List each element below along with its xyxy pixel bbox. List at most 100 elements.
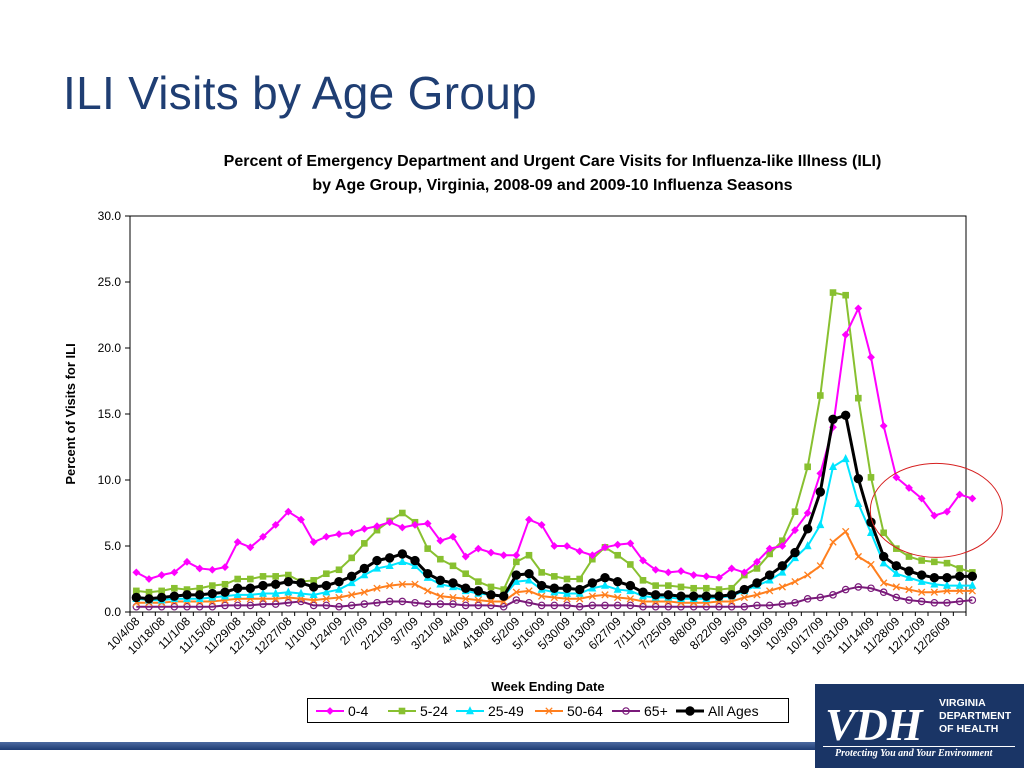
data-point-5-24 xyxy=(361,540,368,547)
y-tick-label: 30.0 xyxy=(98,209,122,223)
chart-legend: 0-4 5-24 25-49 50-64 65+ All Ages xyxy=(307,698,789,723)
slide-title: ILI Visits by Age Group xyxy=(63,67,537,119)
data-point-all-ages xyxy=(372,555,382,566)
data-point-50-64 xyxy=(462,595,470,603)
data-point-5-24 xyxy=(893,545,900,552)
highlight-ellipse xyxy=(869,462,1003,558)
data-point-0-4 xyxy=(955,490,964,499)
data-point-all-ages xyxy=(169,591,180,601)
data-point-25-49 xyxy=(512,576,521,585)
data-point-25-49 xyxy=(866,527,876,536)
data-point-25-49 xyxy=(879,558,888,567)
data-point-0-4 xyxy=(525,515,533,524)
data-point-0-4 xyxy=(487,548,495,557)
data-point-65 xyxy=(474,601,483,610)
data-point-65 xyxy=(183,602,191,611)
data-point-all-ages xyxy=(283,576,294,587)
legend-label: 0-4 xyxy=(348,703,368,719)
data-point-0-4 xyxy=(221,563,229,572)
data-point-0-4 xyxy=(322,532,331,541)
data-point-65 xyxy=(170,602,179,611)
data-point-0-4 xyxy=(145,575,153,583)
legend-swatch-marker xyxy=(398,707,406,715)
data-point-65 xyxy=(639,602,647,611)
data-point-all-ages xyxy=(701,591,712,601)
data-point-50-64 xyxy=(905,585,913,594)
data-point-all-ages xyxy=(346,571,357,582)
data-point-0-4 xyxy=(854,304,863,313)
data-point-5-24 xyxy=(513,558,520,566)
data-point-50-64 xyxy=(816,562,824,570)
data-point-25-49 xyxy=(968,580,977,589)
data-point-all-ages xyxy=(967,571,978,582)
data-point-0-4 xyxy=(246,543,255,552)
data-point-65 xyxy=(753,601,761,610)
data-point-0-4 xyxy=(411,520,419,529)
data-point-0-4 xyxy=(385,518,394,527)
data-point-65 xyxy=(968,596,977,604)
data-point-65 xyxy=(651,602,660,611)
data-point-25-49 xyxy=(892,568,901,577)
data-point-0-4 xyxy=(233,538,242,546)
vdh-logo-divider xyxy=(823,746,1015,747)
data-point-0-4 xyxy=(943,507,951,516)
data-point-all-ages xyxy=(524,569,534,579)
data-point-50-64 xyxy=(348,591,356,599)
data-point-65 xyxy=(841,585,850,594)
data-point-25-49 xyxy=(828,461,838,470)
data-point-5-24 xyxy=(272,573,279,580)
data-point-50-64 xyxy=(614,593,622,602)
data-point-0-4 xyxy=(588,551,597,560)
data-point-25-49 xyxy=(588,583,597,592)
data-point-all-ages xyxy=(397,549,408,559)
plot-area xyxy=(129,215,967,613)
data-point-all-ages xyxy=(194,590,205,600)
data-point-all-ages xyxy=(891,561,902,571)
data-point-50-64 xyxy=(449,593,457,602)
data-point-all-ages xyxy=(714,591,724,601)
data-point-all-ages xyxy=(498,591,509,601)
data-point-5-24 xyxy=(905,553,913,560)
data-point-25-49 xyxy=(271,588,280,597)
data-point-65 xyxy=(461,601,470,610)
data-point-65 xyxy=(816,593,825,602)
data-point-5-24 xyxy=(753,565,761,572)
data-point-all-ages xyxy=(220,587,230,597)
footer-band xyxy=(0,742,815,750)
vdh-logo-tagline: Protecting You and Your Environment xyxy=(835,748,993,759)
data-point-65 xyxy=(221,601,229,610)
data-point-5-24 xyxy=(804,463,811,471)
data-point-25-49 xyxy=(322,587,331,596)
data-point-all-ages xyxy=(954,571,965,582)
data-point-0-4 xyxy=(474,544,483,553)
data-point-5-24 xyxy=(335,566,343,574)
data-point-25-49 xyxy=(854,498,863,507)
data-point-65 xyxy=(715,602,723,611)
x-axis-label: Week Ending Date xyxy=(491,679,604,694)
data-point-5-24 xyxy=(234,575,241,583)
data-point-50-64 xyxy=(804,571,812,579)
data-point-65 xyxy=(563,601,571,610)
data-point-65 xyxy=(309,601,318,610)
data-point-0-4 xyxy=(335,530,343,539)
data-point-50-64 xyxy=(918,588,926,596)
data-point-5-24 xyxy=(842,291,849,299)
data-point-all-ages xyxy=(182,590,192,600)
data-point-50-64 xyxy=(538,592,546,600)
data-point-50-64 xyxy=(474,596,482,604)
data-point-0-4 xyxy=(550,542,559,550)
data-point-0-4 xyxy=(917,494,926,503)
data-point-50-64 xyxy=(335,593,343,602)
data-point-0-4 xyxy=(423,519,432,528)
data-point-5-24 xyxy=(563,575,571,583)
data-point-50-64 xyxy=(398,580,406,588)
legend-swatch-marker xyxy=(545,707,553,715)
data-point-0-4 xyxy=(867,353,875,362)
data-point-25-49 xyxy=(613,584,622,593)
data-point-65 xyxy=(955,597,964,606)
data-point-0-4 xyxy=(208,565,217,574)
data-point-0-4 xyxy=(259,532,267,541)
data-point-65 xyxy=(892,593,901,602)
data-point-25-49 xyxy=(790,553,800,562)
